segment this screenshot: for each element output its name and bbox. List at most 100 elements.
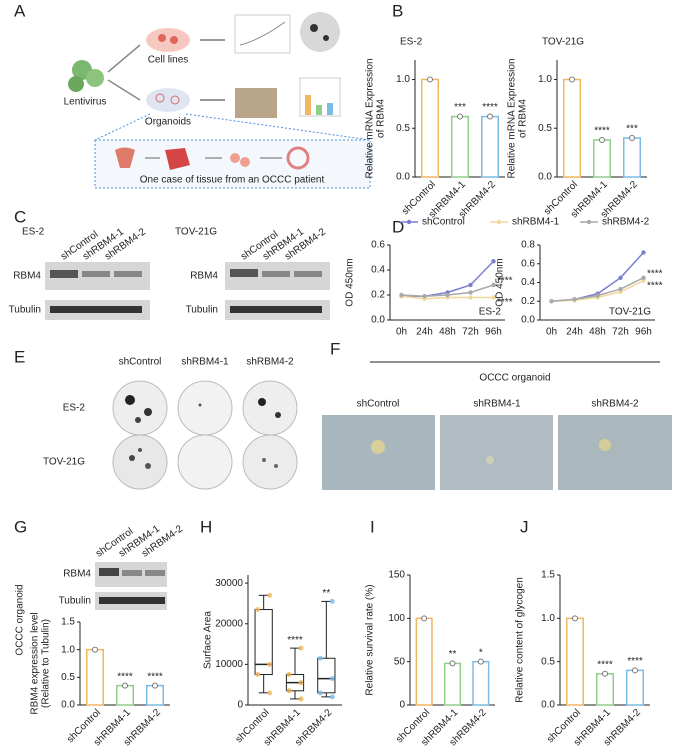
panel-label: B [392, 1, 403, 20]
cell-line-label: TOV-21G [175, 227, 217, 238]
plot-label: ES-2 [479, 307, 502, 318]
y-tick-label: 0.0 [371, 315, 385, 326]
column-label: shRBM4-1 [473, 399, 521, 410]
point [286, 672, 292, 678]
y-tick-label: 1.0 [61, 644, 75, 655]
western-blots-c [45, 262, 330, 320]
y-axis-label: Relative survival rate (%) [365, 584, 376, 695]
point [595, 293, 600, 298]
bar [472, 660, 490, 706]
point [298, 696, 304, 702]
protein-label: RBM4 [13, 271, 41, 282]
colony-plates-e [112, 380, 298, 490]
y-tick-label: 0.0 [396, 172, 410, 183]
panel-label: F [330, 339, 340, 358]
side-label: OCCC organoid [15, 584, 26, 655]
y-axis-label: of RBM4 [376, 99, 387, 138]
point [641, 250, 646, 255]
bar [566, 617, 584, 706]
y-tick-label: 0.2 [371, 290, 385, 301]
y-tick-label: 0.2 [521, 296, 535, 307]
point [491, 295, 496, 300]
significance: **** [647, 268, 663, 279]
point [602, 670, 608, 677]
point [152, 682, 158, 689]
significance: **** [482, 102, 498, 113]
y-tick-label: 1.0 [538, 74, 552, 85]
column-label: shRBM4-1 [181, 357, 229, 368]
bar [593, 139, 611, 178]
point [641, 275, 646, 281]
column-label: shControl [357, 399, 400, 410]
panel-label: G [14, 517, 27, 536]
bar [563, 78, 581, 178]
protein-label: Tubulin [186, 305, 218, 316]
protein-label: Tubulin [9, 305, 41, 316]
significance: *** [454, 102, 466, 113]
label: Cell lines [148, 55, 189, 66]
x-tick-label: 0h [546, 327, 557, 338]
y-axis-label: Surface Area [203, 611, 214, 669]
panel-label: D [392, 217, 404, 236]
y-tick-label: 0.0 [538, 172, 552, 183]
point [629, 135, 635, 141]
point [569, 76, 575, 83]
y-tick-label: 50 [394, 656, 406, 667]
chart-title: TOV-21G [542, 37, 584, 48]
panel-label: E [14, 347, 25, 366]
y-tick-label: 0.5 [61, 672, 75, 683]
point [632, 667, 638, 674]
y-tick-label: 0 [399, 700, 405, 711]
point [421, 615, 428, 622]
row-label: TOV-21G [43, 457, 85, 468]
point [329, 676, 335, 682]
y-tick-label: 0.5 [541, 656, 555, 667]
y-axis-label: OD 450nm [495, 258, 506, 306]
x-tick-label: 48h [439, 327, 456, 338]
point [317, 655, 323, 661]
x-tick-label: 72h [612, 327, 629, 338]
y-axis-label: Relative content of glycogen [515, 577, 526, 703]
significance: **** [497, 297, 513, 308]
label: Organoids [145, 117, 191, 128]
y-tick-label: 0.6 [521, 258, 535, 269]
significance: * [479, 647, 483, 658]
point [618, 286, 623, 292]
significance: **** [497, 276, 513, 287]
point [329, 598, 335, 604]
point [487, 113, 493, 120]
point [572, 297, 577, 302]
significance: **** [287, 635, 303, 646]
column-label: shRBM4-2 [591, 399, 639, 410]
y-axis-label: OD 450nm [345, 258, 356, 306]
point [599, 136, 605, 143]
point [298, 680, 304, 686]
point [427, 76, 433, 83]
x-tick-label: 0h [396, 327, 407, 338]
point [449, 660, 456, 667]
x-tick-label: 96h [485, 327, 502, 338]
plot-label: TOV-21G [609, 307, 651, 318]
title: OCCC organoid [479, 373, 550, 384]
significance: **** [597, 659, 613, 670]
y-tick-label: 1.0 [541, 613, 555, 624]
significance: **** [147, 671, 163, 682]
point [491, 259, 496, 264]
y-tick-label: 0.4 [521, 277, 535, 288]
legend-marker [586, 219, 592, 225]
y-tick-label: 0.5 [396, 123, 410, 134]
point [468, 282, 473, 288]
bar [626, 669, 644, 706]
y-tick-label: 0.0 [541, 700, 555, 711]
organoid-photos-f [322, 361, 672, 490]
significance: ** [322, 588, 330, 599]
point [267, 661, 273, 667]
bar [623, 137, 641, 178]
panel-label: C [14, 207, 26, 226]
significance: *** [626, 124, 638, 135]
y-tick-label: 30000 [215, 578, 243, 589]
point [317, 690, 323, 696]
point [422, 294, 427, 299]
legend-label: shRBM4-1 [512, 217, 560, 228]
